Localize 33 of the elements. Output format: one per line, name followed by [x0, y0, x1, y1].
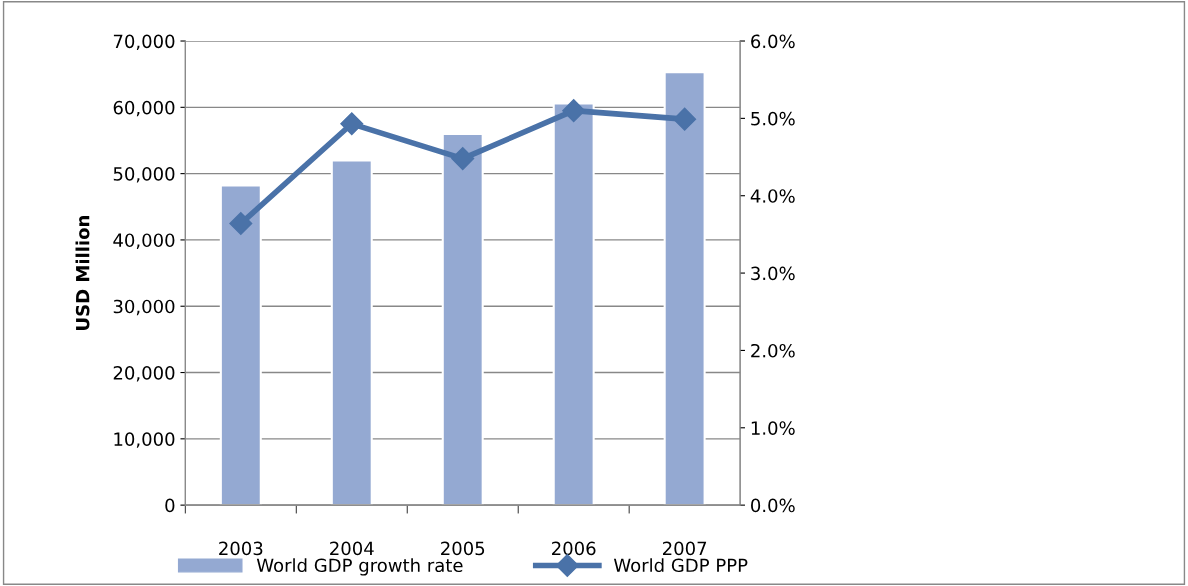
x-tick-label: 2005	[441, 541, 485, 556]
y-axis-title: USD Million	[75, 216, 90, 330]
point	[562, 99, 586, 123]
point	[451, 147, 475, 171]
y2-tick-label: 3.0%	[751, 266, 795, 281]
x-tick-label: 2006	[552, 541, 596, 556]
y-tick-label: 70,000	[113, 34, 175, 50]
y-tick-label: 60,000	[113, 100, 175, 117]
y-tick-label: 40,000	[113, 233, 175, 249]
x-tick-label: 2004	[330, 541, 374, 556]
y2-tick-label: 1.0%	[751, 421, 795, 435]
y-tick-label: 30,000	[113, 299, 175, 316]
y2-tick-label: 2.0%	[751, 343, 795, 358]
x-tick-label: 2007	[662, 541, 707, 556]
y2-tick-label: 6.0%	[751, 34, 795, 49]
y-tick-label: 10,000	[114, 432, 175, 448]
y2-tick-label: 4.0%	[750, 189, 795, 203]
point	[673, 107, 697, 131]
bar	[663, 71, 706, 506]
x-tick-label: 2003	[219, 541, 263, 556]
bar	[552, 102, 595, 506]
bar	[330, 159, 373, 506]
y-tick-label: 50,000	[113, 167, 175, 183]
y2-tick-label: 0.0%	[751, 498, 795, 513]
bar	[441, 132, 484, 506]
point	[229, 212, 253, 236]
bar	[219, 184, 262, 506]
point	[340, 112, 364, 136]
legend-label: World GDP growth rate	[256, 558, 463, 576]
legend-label: World GDP PPP	[613, 558, 748, 573]
y2-tick-label: 5.0%	[751, 111, 795, 126]
y-tick-label: 20,000	[113, 365, 175, 382]
y-tick-label: 0	[165, 498, 175, 513]
